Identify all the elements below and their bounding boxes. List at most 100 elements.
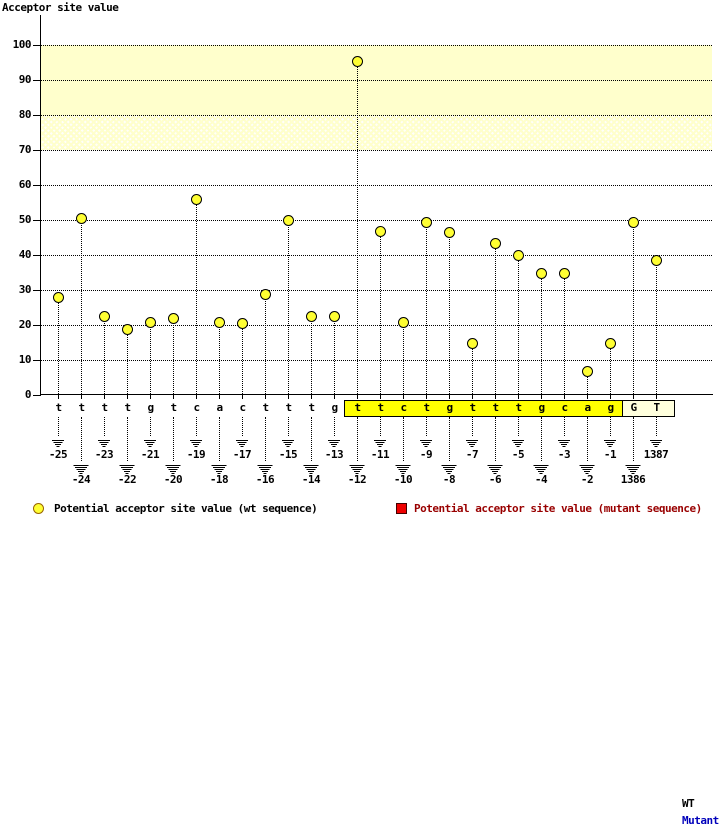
position-leader [311,417,312,461]
sequence-base: g [538,401,545,414]
data-point [536,267,547,279]
point-stem [334,316,335,394]
sequence-base: a [216,401,223,414]
ground-marker-icon [441,461,457,474]
position-leader [127,417,128,461]
sequence-track: WT Mutant t -25 t -24 t -23 t -22 g -21 t -20 c -19 a -… [0,394,720,826]
point-stem [587,370,588,394]
sequence-base: t [515,401,522,414]
score-band [41,115,712,150]
position-leader [518,417,519,436]
point-stem [58,297,59,394]
y-tick-label: 100 [12,38,32,51]
x-tick [219,395,220,399]
y-tick-label: 10 [18,353,32,366]
y-gridline [40,45,712,46]
position-label: -12 [347,473,367,486]
data-point [605,337,616,349]
position-leader [610,417,611,436]
wt-legend-circle-icon [33,503,44,514]
plot-area: 0 10 20 30 40 50 60 70 80 90 100 [0,0,720,400]
chart-title: Acceptor site value [2,1,119,14]
position-label: -22 [117,473,137,486]
sequence-base: t [101,401,108,414]
position-label: -15 [278,448,298,461]
position-leader [173,417,174,461]
position-label: -21 [140,448,160,461]
data-point [490,237,501,249]
y-tick [33,360,40,361]
y-axis-line [40,15,41,396]
sequence-base: t [285,401,292,414]
position-leader [242,417,243,436]
y-tick [33,220,40,221]
y-tick [33,395,40,396]
ground-marker-icon [257,461,273,474]
y-tick [33,325,40,326]
point-stem [311,316,312,394]
point-stem [495,242,496,394]
sequence-base: a [584,401,591,414]
position-label: -25 [48,448,68,461]
y-tick [33,150,40,151]
data-point [651,255,662,267]
sequence-base: t [170,401,177,414]
data-point [99,311,110,323]
point-stem [104,316,105,394]
position-label: -13 [324,448,344,461]
x-tick [242,395,243,399]
ground-marker-icon [510,436,526,447]
y-gridline [40,220,712,221]
ground-marker-icon [579,461,595,474]
x-tick [656,395,657,399]
ground-marker-icon [349,461,365,474]
position-label: -10 [393,473,413,486]
data-point [214,316,225,328]
y-gridline [40,290,712,291]
ground-marker-icon [50,436,66,447]
position-leader [656,417,657,436]
point-stem [472,342,473,394]
ground-marker-icon [487,461,503,474]
point-stem [518,255,519,394]
data-point [306,311,317,323]
y-tick [33,290,40,291]
position-leader [449,417,450,461]
data-point [559,267,570,279]
ground-marker-icon [303,461,319,474]
ground-marker-icon [533,461,549,474]
x-tick [426,395,427,399]
sequence-base: c [239,401,246,414]
sequence-base: g [331,401,338,414]
x-tick [518,395,519,399]
data-point [168,313,179,324]
y-tick-label: 40 [18,248,32,261]
ground-marker-icon [326,436,342,447]
x-tick [633,395,634,399]
data-point [76,213,87,225]
sequence-base: t [78,401,85,414]
data-point [352,55,363,67]
point-stem [403,321,404,394]
x-tick [150,395,151,399]
y-tick-label: 80 [18,108,32,121]
position-label: -3 [557,448,571,461]
sequence-base: G [630,401,637,414]
position-leader [150,417,151,436]
y-tick-label: 60 [18,178,32,191]
y-gridline [40,325,712,326]
position-leader [403,417,404,461]
sequence-base: c [561,401,568,414]
sequence-base: t [492,401,499,414]
position-leader [104,417,105,436]
y-tick-label: 20 [18,318,32,331]
x-tick [334,395,335,399]
point-stem [265,293,266,394]
data-point [467,337,478,349]
sequence-base: t [308,401,315,414]
data-point [53,292,64,303]
position-leader [219,417,220,461]
data-point [398,316,409,328]
x-tick [449,395,450,399]
sequence-base: g [446,401,453,414]
